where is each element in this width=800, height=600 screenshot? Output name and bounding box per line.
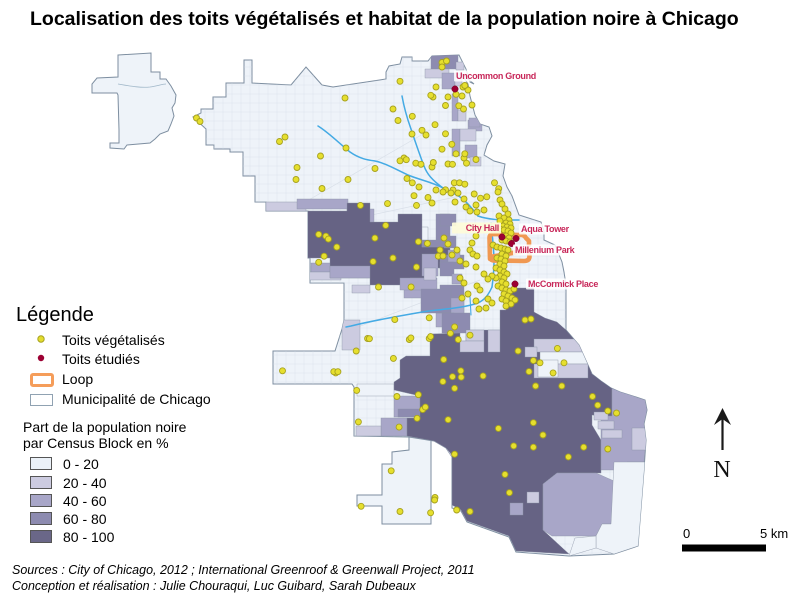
svg-text:Millenium Park: Millenium Park (515, 245, 576, 255)
svg-text:N: N (713, 457, 730, 483)
svg-text:0: 0 (683, 526, 690, 541)
svg-text:City Hall: City Hall (466, 223, 499, 233)
svg-text:5 km: 5 km (760, 526, 788, 541)
svg-text:Uncommon Ground: Uncommon Ground (456, 71, 536, 81)
svg-text:Aqua Tower: Aqua Tower (521, 224, 570, 234)
svg-text:McCormick Place: McCormick Place (528, 279, 598, 289)
